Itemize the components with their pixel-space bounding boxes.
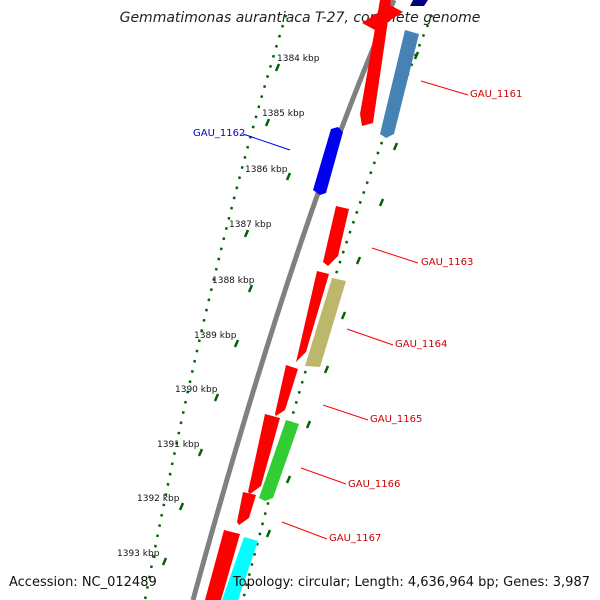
gene-feature-gau-1164 (305, 278, 346, 367)
gene-feature-gau-1163 (323, 206, 349, 266)
gene-feature-navy-top (410, 0, 428, 6)
kbp-label-1391: 1391 kbp (157, 440, 200, 450)
major-ticks-outer (161, 63, 292, 566)
gene-label-gau-1164: GAU_1164 (395, 339, 447, 350)
gene-feature-a (296, 271, 329, 362)
kbp-label-1390: 1390 kbp (175, 385, 218, 395)
gene-feature-gau-1161-region (360, 0, 391, 126)
kbp-label-1389: 1389 kbp (194, 331, 237, 341)
gene-label-gau-1162: GAU_1162 (193, 128, 245, 139)
label-connectors (242, 80, 469, 540)
gene-feature-gau-1165 (275, 365, 298, 416)
kbp-label-1393: 1393 kbp (117, 549, 160, 559)
gene-label-gau-1166: GAU_1166 (348, 479, 400, 490)
kbp-label-1388: 1388 kbp (212, 276, 255, 286)
gene-feature-gau-1167 (237, 492, 256, 525)
kbp-label-1385: 1385 kbp (262, 109, 305, 119)
gene-feature-cyan (222, 537, 258, 600)
gene-label-gau-1161: GAU_1161 (470, 89, 522, 100)
gene-feature-c (205, 530, 240, 600)
kbp-label-1387: 1387 kbp (229, 220, 272, 230)
kbp-label-1392: 1392 kbp (137, 494, 180, 504)
accession-text: Accession: NC_012489 (9, 575, 157, 590)
gene-feature-b (248, 414, 280, 494)
gene-features (205, 0, 428, 600)
outer-tick-scale (143, 14, 288, 600)
gene-label-gau-1167: GAU_1167 (329, 533, 381, 544)
gene-label-gau-1163: GAU_1163 (421, 257, 473, 268)
genome-backbone (190, 0, 397, 600)
gene-label-gau-1165: GAU_1165 (370, 414, 422, 425)
genome-summary-text: Topology: circular; Length: 4,636,964 bp… (232, 575, 590, 590)
gene-feature-gau-1162 (313, 127, 343, 195)
gene-feature-gau-1166 (259, 420, 299, 501)
kbp-label-1386: 1386 kbp (245, 165, 288, 175)
gene-feature-gau-1161 (380, 30, 419, 138)
kbp-label-1384: 1384 kbp (277, 54, 320, 64)
